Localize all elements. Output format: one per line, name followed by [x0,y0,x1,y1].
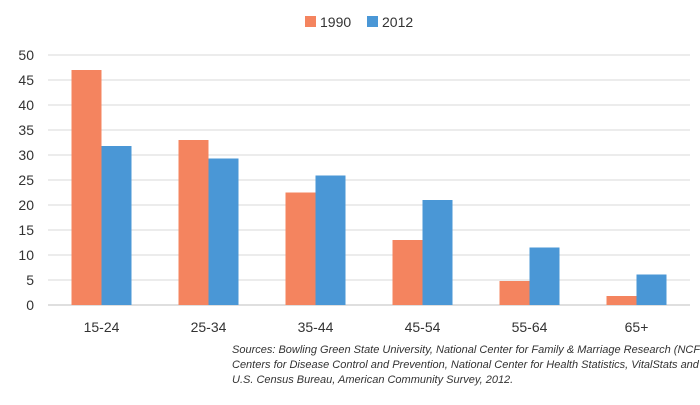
bar-1990-45-54 [392,240,423,305]
bar-1990-55-64 [499,281,530,305]
legend-swatch-2012 [367,16,378,27]
x-tick-label: 45-54 [405,319,441,335]
y-tick-label: 20 [18,197,34,213]
x-tick-label: 25-34 [191,319,227,335]
y-tick-label: 15 [18,222,34,238]
bar-2012-25-34 [208,158,239,305]
bar-2012-35-44 [315,175,346,305]
bar-2012-15-24 [101,146,132,305]
y-tick-label: 35 [18,122,34,138]
y-tick-label: 0 [26,297,34,313]
bar-chart: 1990 2012 0 5 10 15 20 25 30 35 40 45 50 15-24 25-34… [18,14,690,335]
bar-1990-15-24 [71,70,102,305]
x-axis-ticks: 15-24 25-34 35-44 45-54 55-64 65+ [84,319,649,335]
chart-legend: 1990 2012 [305,14,413,30]
y-tick-label: 25 [18,172,34,188]
y-tick-label: 45 [18,72,34,88]
y-tick-label: 40 [18,97,34,113]
y-tick-label: 5 [26,272,34,288]
x-tick-label: 65+ [625,319,649,335]
x-tick-label: 35-44 [298,319,334,335]
y-tick-label: 50 [18,47,34,63]
y-tick-label: 30 [18,147,34,163]
chart-gridlines [48,54,690,306]
bar-1990-35-44 [285,192,316,305]
y-axis-ticks: 0 5 10 15 20 25 30 35 40 45 50 [18,47,34,313]
bar-1990-25-34 [178,140,209,305]
sources-line-1: Sources: Bowling Green State University,… [232,344,700,356]
legend-label-1990: 1990 [320,14,351,30]
sources-note: Sources: Bowling Green State University,… [232,343,700,388]
bar-1990-65+ [606,296,637,305]
bar-2012-65+ [636,274,667,305]
bar-2012-55-64 [529,247,560,305]
bar-2012-45-54 [422,200,453,305]
sources-line-2: Centers for Disease Control and Preventi… [232,359,699,371]
sources-line-3: U.S. Census Bureau, American Community S… [232,374,514,386]
x-tick-label: 15-24 [84,319,120,335]
legend-swatch-1990 [305,16,316,27]
legend-label-2012: 2012 [382,14,413,30]
x-tick-label: 55-64 [512,319,548,335]
y-tick-label: 10 [18,247,34,263]
chart-bars [71,70,667,305]
